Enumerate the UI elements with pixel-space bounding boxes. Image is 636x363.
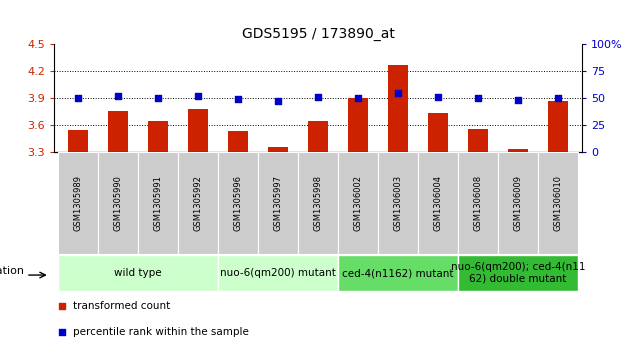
- Point: [553, 95, 563, 101]
- Bar: [298, 152, 338, 254]
- Bar: [338, 255, 458, 291]
- Bar: [218, 152, 258, 254]
- Text: GSM1305989: GSM1305989: [74, 175, 83, 231]
- Bar: [548, 101, 568, 152]
- Bar: [308, 121, 328, 152]
- Bar: [538, 152, 578, 254]
- Point: [73, 95, 83, 101]
- Point: [433, 94, 443, 100]
- Bar: [378, 152, 418, 254]
- Text: GSM1305991: GSM1305991: [153, 175, 163, 231]
- Bar: [218, 255, 338, 291]
- Text: GSM1305997: GSM1305997: [273, 175, 282, 231]
- Point: [313, 94, 323, 100]
- Text: GSM1306004: GSM1306004: [434, 175, 443, 231]
- Point: [353, 95, 363, 101]
- Text: GSM1306003: GSM1306003: [394, 175, 403, 231]
- Point: [153, 95, 163, 101]
- Text: transformed count: transformed count: [73, 301, 170, 311]
- Point: [193, 93, 203, 99]
- Bar: [428, 113, 448, 152]
- Bar: [458, 255, 578, 291]
- Point: [57, 329, 67, 335]
- Bar: [138, 152, 178, 254]
- Bar: [268, 147, 288, 152]
- Bar: [468, 129, 488, 152]
- Bar: [498, 152, 538, 254]
- Text: GSM1306008: GSM1306008: [473, 175, 483, 231]
- Point: [513, 97, 523, 103]
- Bar: [338, 152, 378, 254]
- Bar: [178, 152, 218, 254]
- Text: percentile rank within the sample: percentile rank within the sample: [73, 327, 249, 337]
- Text: GSM1305998: GSM1305998: [314, 175, 322, 231]
- Point: [393, 90, 403, 95]
- Bar: [98, 152, 138, 254]
- Text: genotype/variation: genotype/variation: [0, 266, 24, 276]
- Text: nuo-6(qm200) mutant: nuo-6(qm200) mutant: [220, 268, 336, 278]
- Text: GSM1305992: GSM1305992: [193, 175, 202, 231]
- Text: GSM1306002: GSM1306002: [354, 175, 363, 231]
- Text: wild type: wild type: [114, 268, 162, 278]
- Point: [113, 93, 123, 99]
- Bar: [68, 130, 88, 152]
- Bar: [508, 149, 528, 152]
- Bar: [418, 152, 458, 254]
- Bar: [188, 109, 208, 152]
- Text: GSM1306010: GSM1306010: [553, 175, 562, 231]
- Bar: [228, 131, 248, 152]
- Bar: [458, 152, 498, 254]
- Bar: [148, 121, 168, 152]
- Point: [57, 303, 67, 309]
- Bar: [58, 152, 98, 254]
- Bar: [108, 111, 128, 152]
- Text: GSM1306009: GSM1306009: [513, 175, 522, 231]
- Point: [473, 95, 483, 101]
- Text: GSM1305996: GSM1305996: [233, 175, 242, 231]
- Point: [233, 96, 243, 102]
- Point: [273, 98, 283, 104]
- Bar: [388, 65, 408, 152]
- Bar: [58, 255, 218, 291]
- Text: GSM1305990: GSM1305990: [114, 175, 123, 231]
- Bar: [348, 98, 368, 152]
- Bar: [258, 152, 298, 254]
- Text: ced-4(n1162) mutant: ced-4(n1162) mutant: [342, 268, 453, 278]
- Text: nuo-6(qm200); ced-4(n11
62) double mutant: nuo-6(qm200); ced-4(n11 62) double mutan…: [451, 262, 585, 284]
- Title: GDS5195 / 173890_at: GDS5195 / 173890_at: [242, 27, 394, 41]
